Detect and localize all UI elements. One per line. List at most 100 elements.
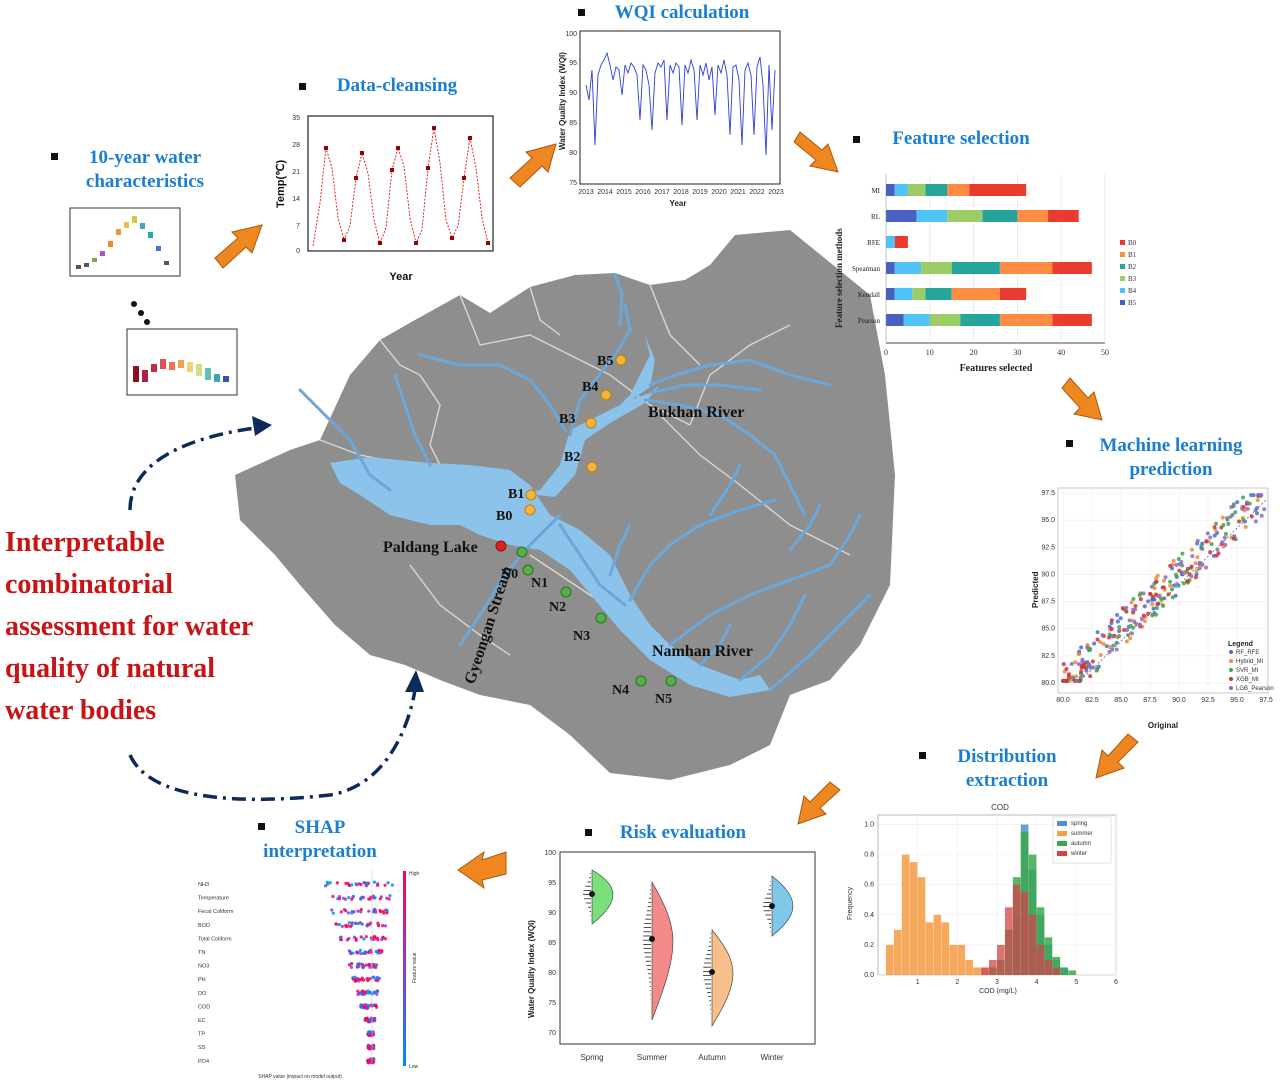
label-b4: B4 — [582, 380, 598, 395]
histogram-bar — [981, 967, 989, 975]
label-n5: N5 — [655, 692, 672, 707]
data-point — [1085, 645, 1090, 650]
feature-label: SS — [198, 1045, 206, 1051]
shap-point — [354, 979, 358, 983]
shap-point — [364, 1017, 369, 1021]
y-tick-label: 90.0 — [1041, 571, 1055, 578]
ytick: 7 — [296, 223, 300, 230]
site-b2 — [586, 461, 598, 473]
xlabel: Year — [670, 199, 687, 208]
legend-label: B5 — [1128, 299, 1137, 307]
data-point — [1117, 634, 1122, 639]
bar-segment — [999, 262, 1053, 274]
x-tick-label: 30 — [1013, 348, 1021, 357]
bullet-icon — [853, 136, 860, 143]
data-point — [1225, 515, 1230, 520]
xlabel: SHAP value (impact on model output) — [258, 1074, 342, 1080]
site-b5 — [615, 354, 627, 366]
x-tick-labels: 0 10 20 30 40 50 — [884, 348, 1109, 357]
shap-point — [383, 924, 388, 928]
data-point — [1117, 625, 1122, 630]
legend-label: XGB_MI — [1236, 677, 1259, 683]
ytick: 14 — [292, 196, 300, 203]
data-point — [1168, 583, 1173, 588]
histogram-bar — [1044, 937, 1053, 975]
data-point — [1168, 579, 1173, 584]
bar-segment — [894, 184, 908, 196]
title-water-characteristics: 10-year water characteristics — [85, 147, 205, 192]
data-point — [1223, 542, 1228, 547]
data-point — [1146, 611, 1151, 616]
shap-point — [369, 936, 373, 940]
data-point — [1180, 551, 1185, 556]
data-point — [1152, 586, 1157, 591]
data-point — [1111, 634, 1116, 639]
data-point — [1255, 498, 1260, 503]
shap-point — [376, 883, 380, 888]
y-ticks: 100 95 90 85 80 75 — [565, 31, 577, 187]
legend-label: Hybrid_MI — [1236, 659, 1264, 665]
shap-point — [357, 979, 361, 983]
bar-segment — [999, 314, 1053, 326]
ytick: 85 — [569, 120, 577, 127]
data-point — [1220, 515, 1225, 520]
x-tick-labels: 80.0 82.5 85.0 87.5 90.0 92.5 95.0 97.5 — [1056, 697, 1273, 704]
data-point — [1080, 657, 1085, 662]
data-point — [1064, 666, 1069, 671]
bar-segment — [1052, 262, 1092, 274]
bar-segment — [960, 314, 1000, 326]
data-point — [1177, 568, 1182, 573]
data-point — [1160, 603, 1165, 608]
x-tick-label: 82.5 — [1085, 697, 1099, 704]
panel-temperature-boxplot — [69, 207, 181, 277]
data-point — [1155, 602, 1160, 607]
data-point — [1098, 640, 1103, 645]
shap-point — [386, 881, 390, 885]
histogram-bar — [1036, 944, 1045, 975]
data-point — [1231, 504, 1236, 509]
shap-point — [328, 881, 332, 885]
bar-segment — [999, 288, 1027, 300]
shap-point — [381, 910, 385, 914]
feature-label: TP — [198, 1032, 205, 1038]
data-point — [1066, 672, 1071, 677]
histogram-bar — [989, 959, 997, 975]
data-point — [1259, 493, 1264, 498]
legend-title: Legend — [1228, 641, 1253, 648]
legend: RF_RFE Hybrid_MI SVR_MI XGB_MI LGB_Pearson — [1229, 650, 1274, 692]
title-machine-learning: Machine learning prediction — [1099, 435, 1243, 480]
x-tick-label: 92.5 — [1201, 697, 1215, 704]
ytick: 95 — [569, 60, 577, 67]
site-n1 — [522, 564, 534, 576]
xtick: 2023 — [768, 189, 784, 196]
data-point — [1101, 641, 1106, 646]
x-tick-labels: 1 2 3 4 5 6 — [916, 979, 1118, 986]
label-paldang: Paldang Lake — [383, 539, 478, 556]
shap-point — [338, 936, 343, 940]
data-point — [1079, 669, 1084, 674]
data-point — [1162, 596, 1167, 601]
data-point — [1181, 581, 1186, 586]
data-point — [1104, 644, 1109, 649]
data-point — [1199, 543, 1204, 548]
data-point — [1208, 535, 1213, 540]
label-b2: B2 — [564, 450, 580, 465]
data-point — [1190, 554, 1195, 559]
data-point — [1194, 568, 1199, 573]
legend-swatch — [1120, 264, 1125, 269]
panel-shap: NH3 Temperature Fecal Coliform BOD Total Col… — [198, 869, 420, 1080]
xtick: 2019 — [692, 189, 708, 196]
data-point — [1163, 575, 1168, 580]
data-point — [1120, 606, 1125, 611]
shap-point — [372, 880, 377, 884]
map-sites — [495, 354, 677, 687]
y-tick-label: 97.5 — [1041, 490, 1055, 497]
arrow-icon — [509, 143, 557, 188]
y-tick-label: 90 — [548, 910, 556, 917]
data-point — [1141, 591, 1146, 596]
headline-line-1: Interpretable — [5, 527, 165, 558]
shap-point — [376, 921, 380, 925]
violins — [583, 869, 794, 1028]
label-n0: N0 — [501, 567, 518, 582]
data-point — [1189, 564, 1194, 569]
